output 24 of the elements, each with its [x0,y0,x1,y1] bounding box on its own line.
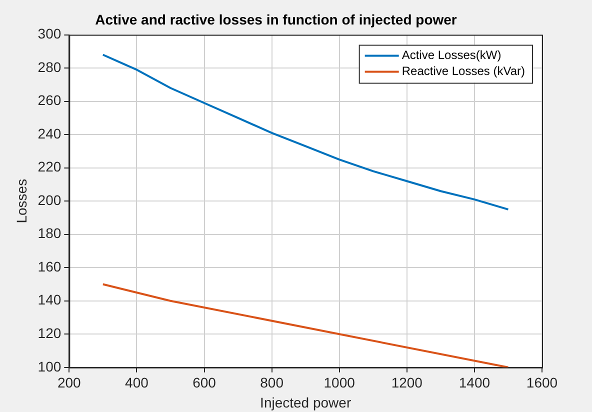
x-tick-label: 600 [192,374,216,391]
y-tick-label: 200 [38,192,62,208]
x-tick-label: 1600 [526,374,558,391]
chart-title: Active and ractive losses in function of injected power [95,11,458,28]
y-tick-label: 100 [38,358,62,374]
x-tick-label: 200 [57,374,82,391]
x-tick-label: 800 [260,374,284,391]
x-axis-title: Injected power [260,394,352,410]
y-tick-label: 180 [38,225,62,242]
y-tick-label: 140 [38,292,62,308]
y-tick-label: 300 [38,26,62,42]
y-axis-title: Losses [13,178,30,224]
y-tick-label: 160 [38,258,62,274]
y-tick-label: 240 [38,125,62,142]
x-tick-label: 1000 [324,374,356,391]
legend-label: Reactive Losses (kVar) [402,64,526,78]
legend-label: Active Losses(kW) [402,48,502,62]
x-tick-label: 400 [125,374,149,391]
y-tick-label: 120 [38,325,62,341]
x-tick-label: 1200 [391,374,423,391]
y-tick-label: 220 [38,158,62,175]
y-tick-label: 280 [38,58,62,75]
x-tick-label: 1400 [458,374,490,391]
y-tick-label: 260 [38,92,62,108]
